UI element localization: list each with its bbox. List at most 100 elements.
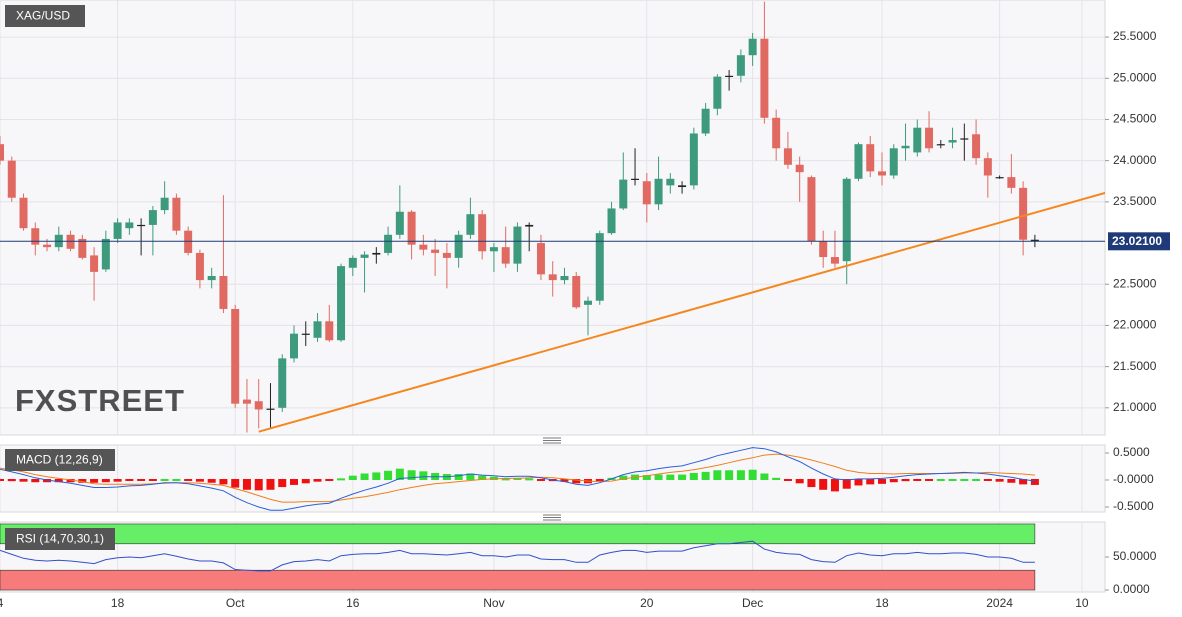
macd-histogram-bar [266,478,275,490]
candle-body [689,133,698,186]
candle-body [207,275,216,281]
candle-body [407,211,416,245]
macd-histogram-bar [113,478,122,482]
rsi-band [0,569,1036,591]
candle-body [1019,187,1028,240]
candle-body [866,144,875,172]
macd-histogram-bar [337,478,346,481]
candle-body [148,210,157,225]
candle-body [278,358,287,408]
rsi-title-box [5,528,115,550]
candle-body [301,333,310,335]
candle-body [90,255,99,272]
macd-histogram-bar [783,478,792,481]
y-tick-label: 21.0000 [1113,400,1157,414]
macd-histogram-bar [489,476,498,480]
candle-body [619,179,628,209]
macd-histogram-bar [90,478,99,483]
candle-body [584,300,592,305]
trendline [258,191,1105,433]
macd-histogram-bar [66,478,75,483]
x-tick-label: 10 [1075,596,1089,610]
candle-body [113,222,122,239]
macd-histogram-bar [137,478,146,481]
y-tick-label: 0.5000 [1113,445,1150,459]
candle-body [713,76,722,109]
macd-histogram-bar [419,471,428,480]
candle-body [101,238,110,270]
y-tick-label: 25.0000 [1113,70,1157,84]
candle-body [431,249,440,253]
macd-histogram-bar [148,478,157,481]
candle-body [325,321,334,341]
macd-histogram-bar [689,472,698,480]
candle-body [830,257,839,264]
candle-body [725,75,734,77]
macd-histogram-bar [219,478,228,485]
candle-body [783,148,792,165]
macd-histogram-bar [772,477,781,480]
candle-body [7,160,16,198]
x-tick-label: 20 [640,596,654,610]
candle-body [760,38,769,118]
candle-body [266,408,275,410]
macd-histogram-bar [290,478,298,485]
candle-body [901,145,910,149]
macd-histogram-bar [301,478,310,484]
candle-body [736,55,745,76]
macd-histogram-bar [901,478,910,482]
candle-body [878,171,886,176]
candle-body [172,197,181,231]
x-tick-label: 18 [111,596,125,610]
candle-body [842,178,851,262]
macd-histogram-bar [889,478,898,483]
panel-handle[interactable] [543,437,561,444]
macd-histogram-bar [654,474,663,480]
candle-body [536,243,545,275]
candle-body [125,222,134,229]
candle-body [337,266,346,341]
watermark: FXSTREET [15,383,185,418]
candle-body [489,247,498,252]
macd-histogram-bar [207,478,216,483]
candle-body [972,134,981,159]
macd-histogram-bar [78,478,87,483]
macd-histogram-bar [478,475,487,480]
x-tick-label: Dec [742,596,763,610]
macd-histogram-bar [1030,478,1039,485]
macd-histogram-bar [454,474,463,480]
macd-histogram-bar [807,478,816,488]
candle-body [242,399,251,404]
chart-title: XAG/USD [16,9,70,23]
candle-body [595,233,604,301]
candle-body [478,214,487,252]
macd-histogram-bar [7,478,16,482]
macd-title-box [5,449,115,471]
candle-body [254,401,263,410]
macd-histogram-bar [31,478,40,483]
y-tick-label: 24.5000 [1113,112,1157,126]
candle-body [160,197,169,211]
candle-body [748,38,757,56]
candle-body [442,252,451,258]
macd-histogram-bar [995,478,1004,482]
macd-histogram-bar [830,478,839,492]
macd-histogram-bar [313,478,322,482]
candle-body [290,333,298,359]
macd-histogram-bar [466,473,475,480]
candle-body [360,254,369,258]
candle-body [384,234,393,253]
rsi-band [0,523,1036,545]
candle-body [995,177,1004,179]
panel-handle[interactable] [543,514,561,521]
candle-body [219,275,228,309]
macd-title: MACD (12,26,9) [16,453,103,467]
macd-histogram-bar [619,475,628,480]
candle-body [854,144,863,179]
candle-body [372,252,381,255]
macd-histogram-bar [736,470,745,480]
candle-body [936,144,945,146]
candle-body [631,178,640,180]
macd-histogram-bar [19,478,28,482]
macd-histogram-bar [325,478,334,481]
